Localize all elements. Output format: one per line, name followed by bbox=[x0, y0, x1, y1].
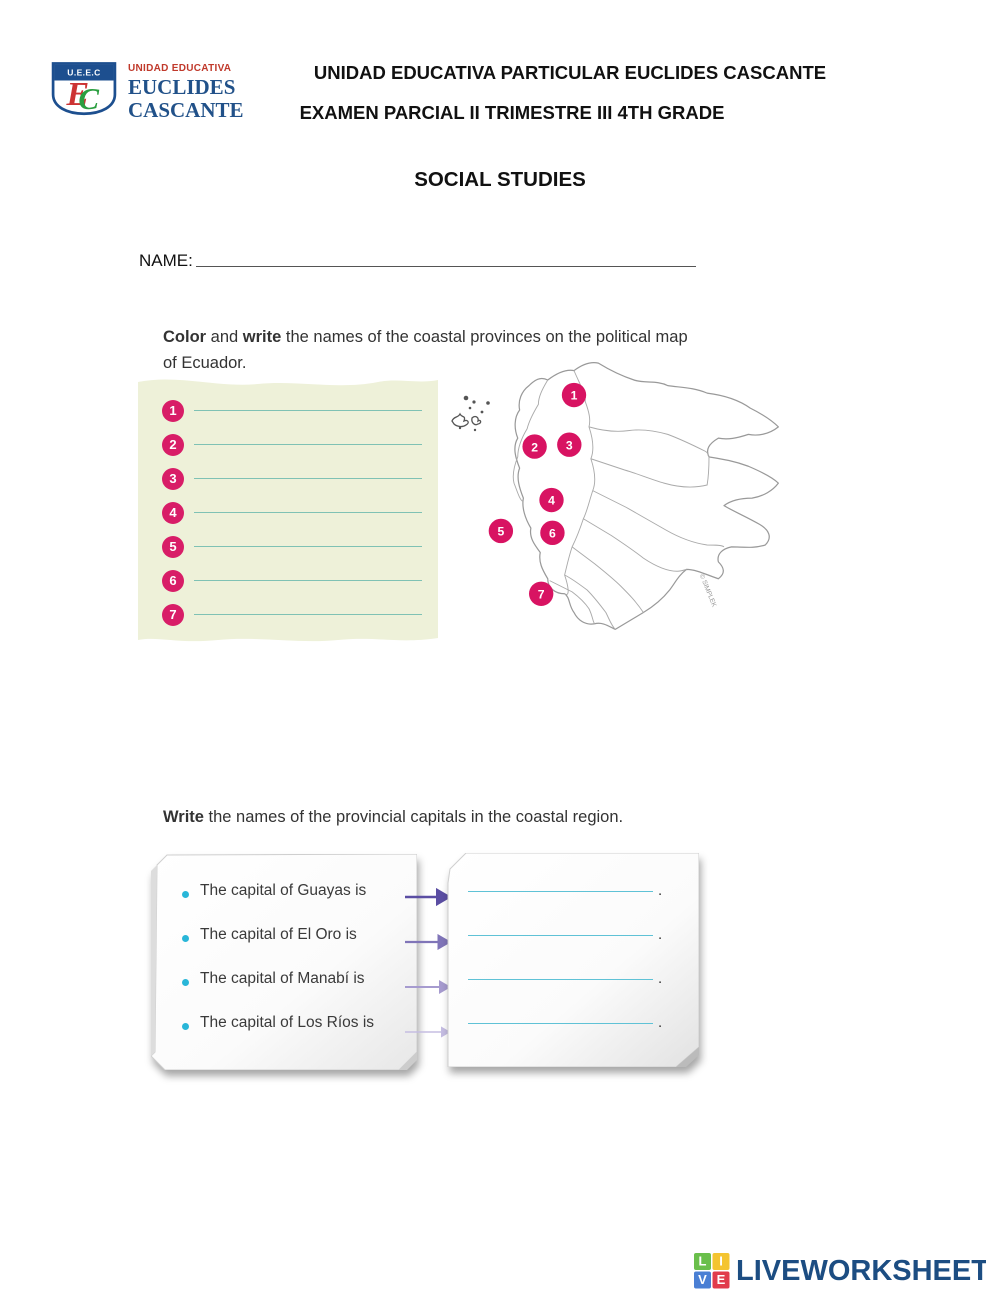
svg-text:V: V bbox=[698, 1272, 707, 1287]
svg-text:6: 6 bbox=[549, 527, 556, 541]
svg-text:7: 7 bbox=[538, 587, 545, 601]
svg-text:L: L bbox=[699, 1254, 707, 1269]
svg-text:E: E bbox=[717, 1272, 726, 1287]
svg-text:LIVEWORKSHEETS: LIVEWORKSHEETS bbox=[736, 1255, 986, 1287]
svg-text:3: 3 bbox=[566, 438, 573, 452]
svg-text:4: 4 bbox=[548, 494, 555, 508]
svg-text:2: 2 bbox=[531, 440, 538, 454]
svg-text:I: I bbox=[719, 1254, 723, 1269]
svg-text:1: 1 bbox=[571, 389, 578, 403]
svg-text:5: 5 bbox=[497, 525, 504, 539]
svg-text:C: C bbox=[78, 81, 99, 116]
